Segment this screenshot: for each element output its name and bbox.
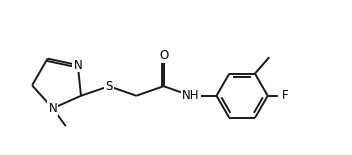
Text: S: S: [105, 80, 113, 93]
Text: N: N: [48, 102, 57, 115]
Text: O: O: [159, 49, 168, 62]
Text: F: F: [282, 89, 289, 102]
Text: N: N: [73, 59, 82, 72]
Text: NH: NH: [182, 89, 200, 102]
